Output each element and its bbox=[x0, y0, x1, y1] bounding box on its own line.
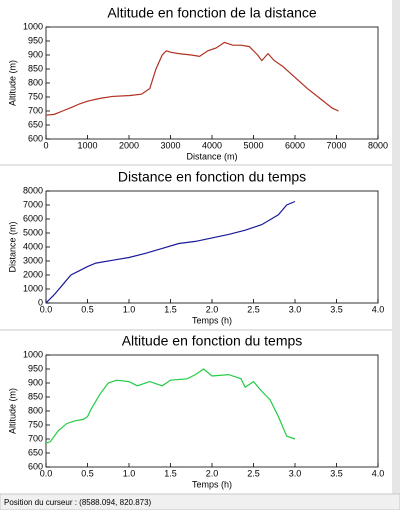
y-tick-label: 750 bbox=[28, 419, 43, 429]
chart-title: Distance en fonction du temps bbox=[118, 169, 306, 185]
plot-area bbox=[45, 190, 379, 304]
x-tick-label: 3.0 bbox=[289, 304, 302, 314]
y-tick-label: 650 bbox=[28, 447, 43, 457]
y-tick-label: 5000 bbox=[23, 227, 43, 237]
y-tick-label: 8000 bbox=[23, 185, 43, 195]
y-tick-label: 600 bbox=[28, 133, 43, 143]
x-tick-label: 1.0 bbox=[123, 304, 136, 314]
y-tick-label: 7000 bbox=[23, 199, 43, 209]
status-text: Position du curseur : (8588.094, 820.873… bbox=[4, 498, 152, 507]
data-line bbox=[45, 200, 296, 304]
x-tick-label: 3.5 bbox=[330, 304, 343, 314]
y-tick-label: 3000 bbox=[23, 255, 43, 265]
y-tick-label: 4000 bbox=[23, 241, 43, 251]
y-tick-label: 0 bbox=[38, 297, 43, 307]
y-tick-label: 800 bbox=[28, 405, 43, 415]
x-tick-label: 0.5 bbox=[81, 468, 94, 478]
x-tick-label: 2.0 bbox=[206, 468, 219, 478]
y-tick-label: 1000 bbox=[23, 349, 43, 359]
y-tick-label: 950 bbox=[28, 35, 43, 45]
x-tick-label: 1.5 bbox=[164, 304, 177, 314]
y-axis-label: Altitude (m) bbox=[7, 60, 17, 106]
x-tick-label: 2.5 bbox=[247, 468, 260, 478]
x-tick-label: 4000 bbox=[202, 140, 222, 150]
x-tick-label: 1000 bbox=[77, 140, 97, 150]
y-tick-label: 1000 bbox=[23, 21, 43, 31]
x-tick-label: 0 bbox=[43, 140, 48, 150]
x-tick-label: 2.0 bbox=[206, 304, 219, 314]
y-axis-label: Distance (m) bbox=[7, 221, 17, 272]
x-tick-label: 5000 bbox=[243, 140, 263, 150]
x-tick-label: 2.5 bbox=[247, 304, 260, 314]
x-axis-label: Temps (h) bbox=[192, 479, 232, 489]
chart-title: Altitude en fonction du temps bbox=[122, 333, 303, 349]
scroll-strip bbox=[392, 0, 400, 494]
chart-title: Altitude en fonction de la distance bbox=[107, 5, 317, 21]
data-line bbox=[45, 368, 296, 444]
x-tick-label: 7000 bbox=[326, 140, 346, 150]
y-tick-label: 6000 bbox=[23, 213, 43, 223]
x-axis-label: Distance (m) bbox=[186, 151, 237, 161]
y-tick-label: 600 bbox=[28, 461, 43, 471]
y-tick-label: 650 bbox=[28, 119, 43, 129]
plot-area bbox=[45, 354, 379, 468]
x-tick-label: 3000 bbox=[160, 140, 180, 150]
x-tick-label: 6000 bbox=[285, 140, 305, 150]
x-tick-label: 0.0 bbox=[40, 468, 53, 478]
y-axis-label: Altitude (m) bbox=[7, 388, 17, 434]
x-tick-label: 4.0 bbox=[372, 468, 385, 478]
x-tick-label: 1.5 bbox=[164, 468, 177, 478]
y-tick-label: 1000 bbox=[23, 283, 43, 293]
data-line bbox=[45, 41, 339, 116]
y-tick-label: 850 bbox=[28, 63, 43, 73]
y-tick-label: 700 bbox=[28, 105, 43, 115]
x-tick-label: 1.0 bbox=[123, 468, 136, 478]
y-tick-label: 900 bbox=[28, 377, 43, 387]
x-axis-label: Temps (h) bbox=[192, 315, 232, 325]
y-tick-label: 850 bbox=[28, 391, 43, 401]
plot-area bbox=[45, 26, 379, 140]
y-tick-label: 2000 bbox=[23, 269, 43, 279]
x-tick-label: 4.0 bbox=[372, 304, 385, 314]
y-tick-label: 750 bbox=[28, 91, 43, 101]
x-tick-label: 3.0 bbox=[289, 468, 302, 478]
x-tick-label: 2000 bbox=[119, 140, 139, 150]
y-tick-label: 900 bbox=[28, 49, 43, 59]
x-tick-label: 3.5 bbox=[330, 468, 343, 478]
x-tick-label: 0.0 bbox=[40, 304, 53, 314]
x-tick-label: 8000 bbox=[368, 140, 388, 150]
y-tick-label: 700 bbox=[28, 433, 43, 443]
x-tick-label: 0.5 bbox=[81, 304, 94, 314]
y-tick-label: 800 bbox=[28, 77, 43, 87]
y-tick-label: 950 bbox=[28, 363, 43, 373]
